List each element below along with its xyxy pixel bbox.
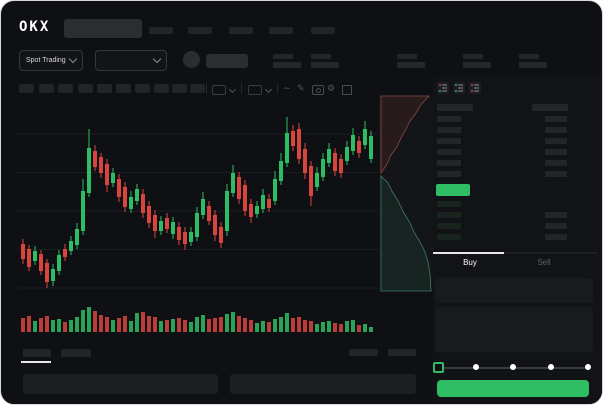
fullscreen-icon[interactable] — [342, 85, 352, 95]
timeframe-button-4[interactable] — [78, 84, 93, 93]
market-type-label: Spot Trading — [26, 57, 66, 64]
ask-row-size[interactable] — [545, 127, 567, 133]
active-tab-indicator — [433, 252, 504, 254]
last-price-badge — [436, 184, 470, 196]
ob-header-left — [437, 104, 473, 111]
chart-style-icon[interactable] — [248, 85, 262, 95]
nav-item-4[interactable] — [269, 27, 293, 34]
draw-tool-icon[interactable]: ✎ — [297, 83, 305, 93]
settings-gear-icon[interactable]: ⚙ — [327, 83, 336, 93]
bid-row[interactable] — [437, 223, 461, 229]
ask-row-size[interactable] — [545, 138, 567, 144]
timeframe-button-9[interactable] — [172, 84, 187, 93]
ask-row[interactable] — [437, 116, 461, 122]
slider-stop-50[interactable] — [510, 364, 516, 370]
ask-row-size[interactable] — [545, 171, 567, 177]
nav-item-2[interactable] — [188, 27, 212, 34]
search-input[interactable] — [64, 19, 142, 38]
toolbar-divider — [277, 83, 278, 94]
indicator-tool-icon[interactable] — [212, 85, 226, 95]
nav-item-1[interactable] — [149, 27, 173, 34]
tab-buy[interactable]: Buy — [463, 258, 477, 267]
timeframe-button-2[interactable] — [39, 84, 54, 93]
ob-header-right — [532, 104, 568, 111]
slider-stop-25[interactable] — [472, 364, 479, 370]
bid-row[interactable] — [437, 201, 461, 207]
pair-selector-dropdown[interactable] — [95, 50, 167, 71]
market-stat-5 — [519, 53, 553, 69]
bottom-action-1[interactable] — [349, 349, 378, 356]
nav-item-3[interactable] — [229, 27, 253, 34]
nav-item-5[interactable] — [311, 27, 335, 34]
market-stat-2 — [311, 53, 345, 69]
line-tool-icon[interactable]: ∼ — [283, 83, 291, 93]
market-stat-3 — [397, 53, 431, 69]
timeframe-button-7[interactable] — [135, 84, 150, 93]
okx-logo[interactable]: OKX — [19, 19, 51, 35]
toolbar-divider — [206, 83, 207, 94]
slider-stop-75[interactable] — [547, 364, 554, 370]
market-stat-1 — [273, 53, 307, 69]
book-combined-icon[interactable] — [437, 82, 449, 94]
ask-row[interactable] — [437, 127, 461, 133]
amount-input[interactable] — [435, 307, 593, 352]
timeframe-button-6[interactable] — [116, 84, 131, 93]
market-stat-4 — [463, 53, 497, 69]
ask-row[interactable] — [437, 149, 461, 155]
ask-row-size[interactable] — [545, 116, 567, 122]
toolbar-divider — [241, 83, 242, 94]
bid-row-size[interactable] — [545, 223, 567, 229]
slider-stop-100[interactable] — [585, 364, 591, 370]
bottom-action-2[interactable] — [388, 349, 416, 356]
timeframe-button-5[interactable] — [97, 84, 112, 93]
ask-row[interactable] — [437, 171, 461, 177]
pair-name-placeholder — [206, 54, 248, 68]
bid-row[interactable] — [437, 212, 461, 218]
bid-row-size[interactable] — [545, 212, 567, 218]
coin-avatar — [183, 51, 200, 68]
price-input[interactable] — [435, 278, 593, 303]
timeframe-button-10[interactable] — [190, 84, 205, 93]
ask-row[interactable] — [437, 160, 461, 166]
bottom-tab-1[interactable] — [23, 349, 51, 357]
bottom-panel-left — [23, 374, 218, 394]
timeframe-button-8[interactable] — [154, 84, 169, 93]
slider-handle[interactable] — [433, 362, 444, 373]
bid-row[interactable] — [437, 234, 461, 240]
timeframe-button-3[interactable] — [58, 84, 73, 93]
book-asks-icon[interactable] — [469, 82, 481, 94]
inactive-tab-track — [504, 252, 598, 254]
ask-row[interactable] — [437, 138, 461, 144]
buy-submit-button[interactable] — [437, 380, 589, 397]
bid-row-size[interactable] — [545, 234, 567, 240]
book-bids-icon[interactable] — [453, 82, 465, 94]
bottom-active-tab-indicator — [21, 361, 51, 363]
ask-row-size[interactable] — [545, 149, 567, 155]
timeframe-button-1[interactable] — [19, 84, 34, 93]
tab-sell[interactable]: Sell — [537, 258, 551, 267]
trade-tabs: Buy Sell — [433, 252, 598, 272]
market-type-selector[interactable]: Spot Trading — [19, 50, 83, 71]
bottom-panel-right — [230, 374, 416, 394]
bottom-tab-2[interactable] — [61, 349, 91, 357]
ask-row-size[interactable] — [545, 160, 567, 166]
screenshot-icon[interactable] — [312, 85, 324, 95]
